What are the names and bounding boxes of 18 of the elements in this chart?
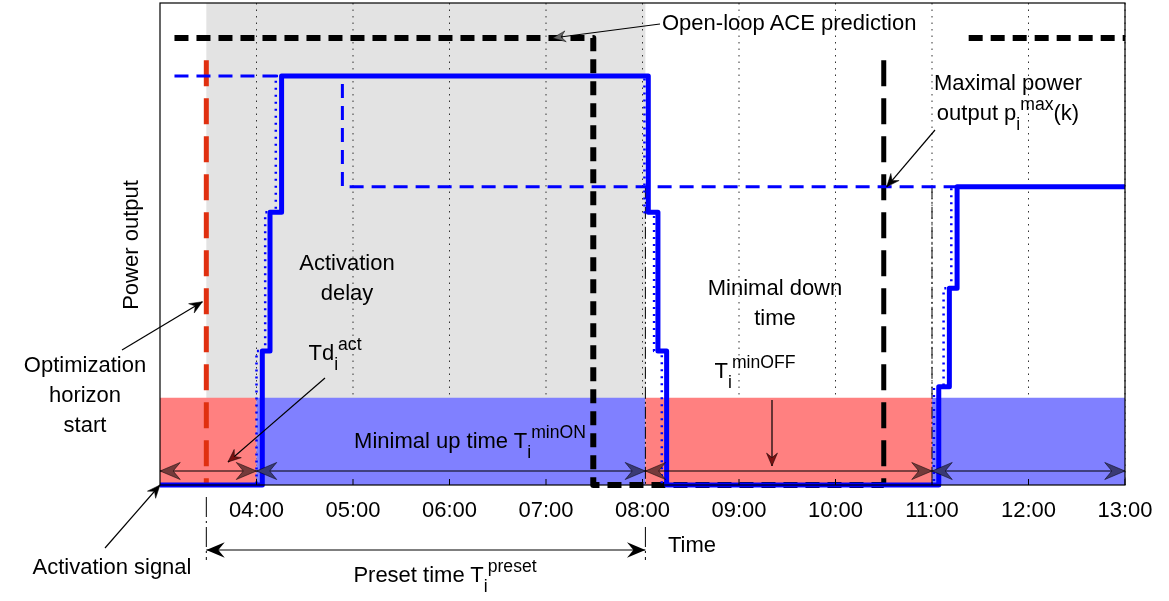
annotation: Optimization horizon start: [23, 352, 147, 437]
x-tick-label: 07:00: [518, 497, 574, 522]
annotation: Activation delay: [299, 250, 395, 305]
x-tick-label: 10:00: [807, 497, 864, 522]
x-tick-label: 11:00: [905, 497, 959, 522]
annotation: Minimal down time: [707, 275, 843, 330]
x-tick-label: 09:00: [711, 497, 767, 522]
x-tick-label: 13:00: [1097, 497, 1153, 522]
annotation: Maximal power output p$_{i}$$^{max}$(k): [934, 70, 1082, 134]
annotation: Open-loop ACE prediction: [662, 10, 917, 35]
x-tick-label: 04:00: [228, 497, 285, 522]
x-tick-label: 06:00: [421, 497, 478, 522]
annotation: Activation signal: [32, 554, 192, 579]
x-tick-label: 08:00: [614, 497, 671, 522]
y-axis-title: Power output: [118, 180, 143, 310]
x-tick-label: 12:00: [1000, 497, 1057, 522]
x-tick-label: 05:00: [325, 497, 381, 522]
x-axis-title: Time: [668, 532, 717, 557]
